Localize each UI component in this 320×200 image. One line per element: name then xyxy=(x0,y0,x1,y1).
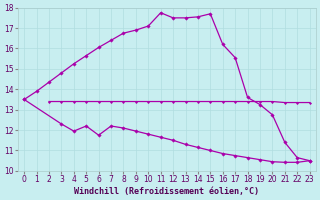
X-axis label: Windchill (Refroidissement éolien,°C): Windchill (Refroidissement éolien,°C) xyxy=(74,187,260,196)
